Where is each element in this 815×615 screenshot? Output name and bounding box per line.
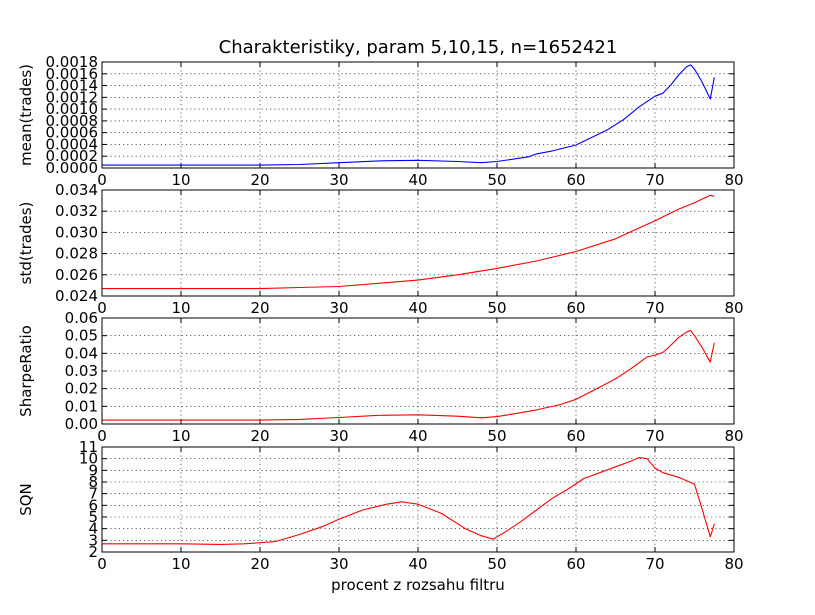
- x-tick-label: 60: [566, 299, 585, 317]
- x-tick-label: 60: [566, 171, 585, 189]
- plot-frame: [101, 61, 735, 169]
- x-axis-label: procent z rozsahu filtru: [331, 576, 505, 594]
- x-tick-label: 40: [408, 427, 427, 445]
- x-tick-label: 70: [645, 171, 664, 189]
- y-tick-label: 0.0002: [46, 147, 99, 165]
- y-tick-label: 0.032: [55, 202, 98, 220]
- y-tick-label: 0.026: [55, 266, 98, 284]
- y-tick-label: 0.034: [55, 181, 98, 199]
- plot-frame: [101, 446, 735, 553]
- x-tick-label: 0: [97, 299, 107, 317]
- x-tick-label: 70: [645, 299, 664, 317]
- y-tick-label: 0.00: [65, 415, 98, 433]
- y-tick-label: 3: [88, 531, 98, 549]
- y-tick-label: 0.0000: [46, 159, 99, 177]
- subplot-1: 0 10 20 30 40 50 60 70 800.00000.00020.00040.000…: [17, 53, 744, 189]
- x-tick-label: 30: [329, 299, 348, 317]
- series-line-3-1: [102, 329, 715, 421]
- x-tick-label: 80: [724, 427, 743, 445]
- x-tick-label: 10: [171, 555, 190, 573]
- x-tick-label: 80: [724, 299, 743, 317]
- y-tick-label: 11: [79, 438, 98, 456]
- y-axis-label: mean(trades): [17, 64, 35, 166]
- y-axis-label: SQN: [17, 483, 35, 516]
- x-tick-label: 80: [724, 555, 743, 573]
- y-tick-label: 6: [88, 496, 98, 514]
- y-tick-label: 0.02: [65, 380, 98, 398]
- y-tick-label: 0.01: [65, 397, 98, 415]
- y-tick-label: 2: [88, 543, 98, 561]
- x-tick-label: 0: [97, 555, 107, 573]
- x-tick-label: 80: [724, 171, 743, 189]
- x-tick-label: 60: [566, 427, 585, 445]
- y-tick-label: 9: [88, 461, 98, 479]
- x-tick-label: 70: [645, 555, 664, 573]
- y-tick-label: 0.0016: [46, 65, 99, 83]
- subplot-3: 0 10 20 30 40 50 60 70 800.000.010.020.030.040.0…: [17, 309, 744, 445]
- y-axis-label: SharpeRatio: [17, 325, 35, 417]
- series-line-2-1: [102, 194, 715, 290]
- y-axis-label: std(trades): [17, 202, 35, 285]
- y-tick-label: 0.03: [65, 362, 98, 380]
- x-tick-label: 20: [250, 171, 269, 189]
- y-tick-label: 0.0012: [46, 88, 99, 106]
- x-tick-label: 40: [408, 171, 427, 189]
- plot-frame: [101, 317, 735, 425]
- x-tick-label: 20: [250, 299, 269, 317]
- x-tick-label: 0: [97, 427, 107, 445]
- x-tick-label: 30: [329, 171, 348, 189]
- x-tick-label: 50: [487, 171, 506, 189]
- y-tick-label: 0.06: [65, 309, 98, 327]
- y-tick-label: 0.030: [55, 223, 98, 241]
- x-tick-label: 20: [250, 555, 269, 573]
- y-tick-label: 0.024: [55, 287, 98, 305]
- subplot-panels: 0 10 20 30 40 50 60 70 800.00000.00020.00040.000…: [17, 53, 744, 573]
- x-tick-label: 30: [329, 555, 348, 573]
- y-tick-label: 8: [88, 473, 98, 491]
- x-tick-label: 30: [329, 427, 348, 445]
- x-tick-label: 50: [487, 299, 506, 317]
- x-tick-label: 10: [171, 171, 190, 189]
- y-tick-label: 0.0006: [46, 124, 99, 142]
- plot-frame: [101, 189, 735, 297]
- series-line-4-1: [102, 456, 715, 545]
- y-tick-label: 0.0004: [46, 135, 99, 153]
- y-tick-label: 5: [88, 508, 98, 526]
- y-tick-label: 0.0010: [46, 100, 99, 118]
- y-tick-label: 0.0008: [46, 112, 99, 130]
- y-tick-label: 10: [79, 450, 98, 468]
- x-tick-label: 40: [408, 555, 427, 573]
- y-tick-label: 0.028: [55, 245, 98, 263]
- y-tick-label: 0.05: [65, 327, 98, 345]
- x-tick-label: 10: [171, 427, 190, 445]
- x-tick-label: 70: [645, 427, 664, 445]
- y-tick-label: 0.04: [65, 344, 98, 362]
- chart-title: Charakteristiky, param 5,10,15, n=165242…: [219, 37, 618, 58]
- x-tick-label: 20: [250, 427, 269, 445]
- subplot-2: 0 10 20 30 40 50 60 70 80 0.024 0.026 0.028 0.030 0.0…: [17, 181, 744, 317]
- x-tick-label: 40: [408, 299, 427, 317]
- series-line-1-1: [102, 64, 715, 166]
- x-tick-label: 60: [566, 555, 585, 573]
- x-tick-label: 50: [487, 427, 506, 445]
- y-tick-label: 7: [88, 485, 98, 503]
- x-tick-label: 10: [171, 299, 190, 317]
- y-tick-label: 0.0014: [46, 77, 99, 95]
- x-tick-label: 0: [97, 171, 107, 189]
- x-tick-label: 50: [487, 555, 506, 573]
- y-tick-label: 0.0018: [46, 53, 99, 71]
- y-tick-label: 4: [88, 520, 98, 538]
